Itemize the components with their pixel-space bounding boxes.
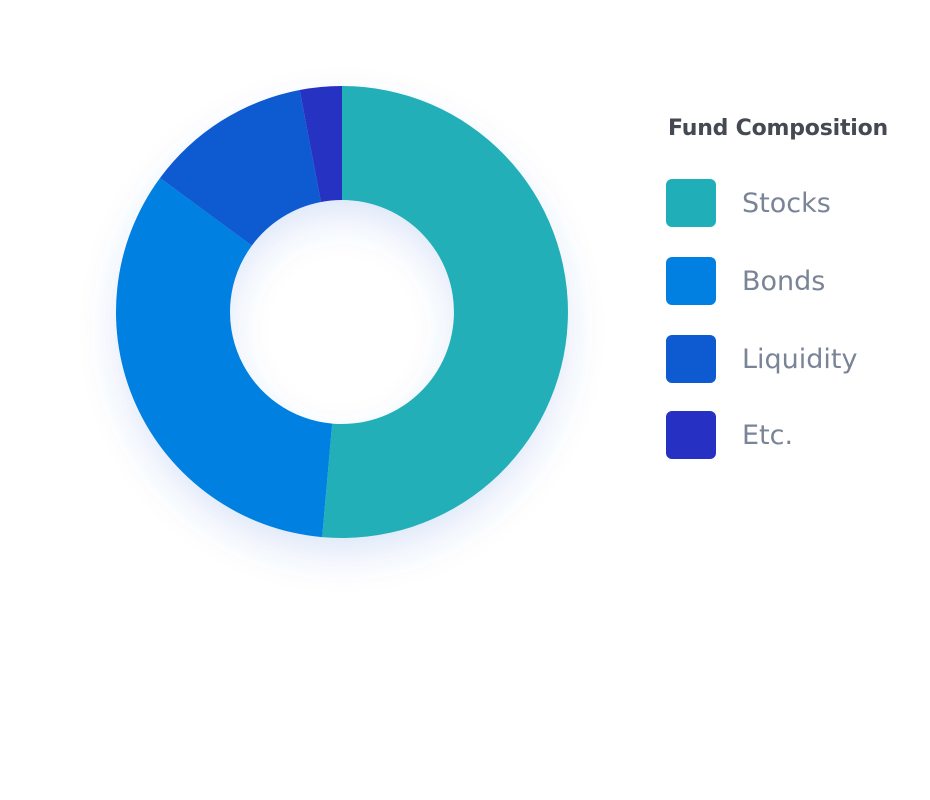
donut-slices [115,86,568,538]
legend-list: Stocks Bonds Liquidity Etc. [666,179,921,459]
legend-title: Fund Composition [668,116,888,141]
legend-label-liquidity: Liquidity [742,343,858,375]
slice-liquidity[interactable] [160,90,322,246]
legend: Fund Composition Stocks Bonds Liquidity … [666,116,921,489]
legend-label-etc: Etc. [742,419,794,451]
slice-bonds[interactable] [115,178,333,538]
legend-label-stocks: Stocks [742,187,831,219]
donut-chart [115,86,568,538]
legend-item-bonds[interactable]: Bonds [666,257,921,305]
legend-item-liquidity[interactable]: Liquidity [666,335,921,383]
legend-swatch-stocks [666,179,716,227]
legend-item-stocks[interactable]: Stocks [666,179,921,227]
slice-stocks[interactable] [322,86,568,538]
legend-item-etc[interactable]: Etc. [666,411,921,459]
legend-swatch-bonds [666,257,716,305]
slice-etc[interactable] [299,86,342,202]
donut-chart-svg [115,86,568,538]
legend-label-bonds: Bonds [742,265,826,297]
legend-swatch-liquidity [666,335,716,383]
legend-swatch-etc [666,411,716,459]
